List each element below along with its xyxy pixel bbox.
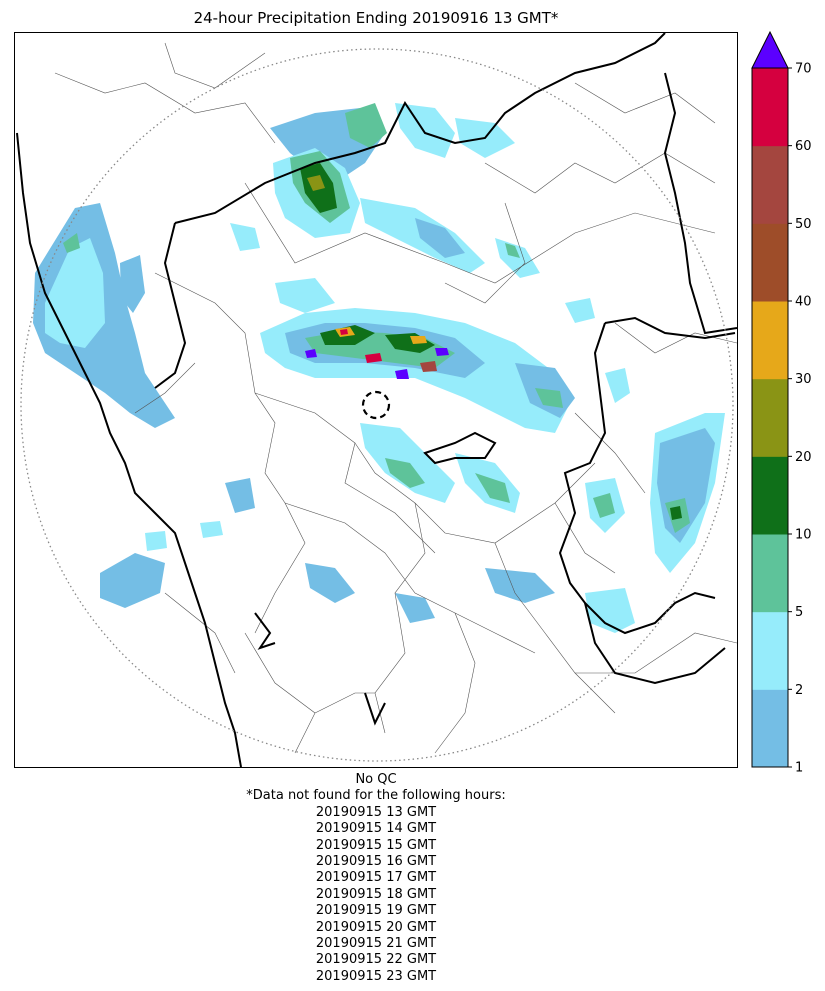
missing-hour-item: 20190915 20 GMT — [315, 919, 437, 935]
precipitation-colorbar: 1 2 5 10 20 30 40 50 60 70 — [751, 30, 812, 776]
map-canvas — [16, 33, 737, 767]
missing-hours-list: 20190915 13 GMT 20190915 14 GMT 20190915 1… — [0, 805, 752, 985]
missing-data-heading: *Data not found for the following hours: — [246, 788, 506, 804]
border-line — [663, 72, 737, 335]
precip-area — [670, 506, 682, 520]
border-line — [174, 33, 666, 224]
precip-area — [100, 553, 165, 608]
precip-area — [45, 238, 105, 348]
colorbar-tick-label: 40 — [795, 295, 812, 310]
colorbar-segment — [752, 689, 788, 768]
colorbar-segment — [752, 301, 788, 380]
colorbar-segment — [752, 611, 788, 690]
border-line — [423, 431, 497, 465]
border-line — [254, 612, 276, 650]
border-line — [584, 602, 726, 685]
regional-boundaries — [54, 42, 737, 754]
precip-area — [365, 353, 382, 363]
precip-area — [410, 336, 427, 344]
radar-center-marker — [361, 390, 391, 420]
precip-area — [475, 473, 510, 503]
border-line — [604, 316, 736, 340]
colorbar-segment — [752, 378, 788, 457]
precip-area — [593, 493, 615, 518]
missing-hour-item: 20190915 22 GMT — [315, 952, 437, 968]
national-boundaries — [16, 33, 737, 767]
missing-hour-item: 20190915 18 GMT — [315, 886, 437, 902]
colorbar-tick-label: 5 — [795, 605, 803, 620]
precip-area — [307, 175, 325, 191]
precip-area — [657, 428, 715, 543]
precip-area — [435, 348, 449, 356]
colorbar-segment — [752, 68, 788, 147]
colorbar-tick-label: 2 — [795, 683, 803, 698]
missing-hour-item: 20190915 15 GMT — [315, 837, 437, 853]
colorbar-tick-label: 30 — [795, 372, 812, 387]
precip-area — [565, 298, 595, 323]
precip-area — [605, 368, 630, 403]
precip-area — [225, 478, 255, 513]
precip-area — [495, 238, 540, 278]
precip-area — [395, 103, 455, 158]
colorbar-tick-label: 60 — [795, 139, 812, 154]
border-line — [558, 322, 716, 635]
footer-notes: No QC *Data not found for the following … — [0, 772, 752, 985]
precip-area — [415, 218, 465, 258]
missing-hour-item: 20190915 16 GMT — [315, 854, 437, 870]
colorbar-tick-label: 10 — [795, 528, 812, 543]
colorbar-tick-label: 50 — [795, 217, 812, 232]
precip-area — [200, 521, 223, 538]
precip-area — [585, 588, 635, 633]
radar-range-ring — [20, 48, 734, 762]
missing-hour-item: 20190915 14 GMT — [315, 821, 437, 837]
map-title: 24-hour Precipitation Ending 20190916 13… — [193, 9, 559, 27]
missing-hour-item: 20190915 23 GMT — [315, 968, 437, 984]
precipitation-field — [33, 103, 725, 633]
border-line — [364, 692, 386, 726]
colorbar-segment — [752, 456, 788, 535]
precip-area — [120, 255, 145, 313]
colorbar-extend-arrow — [751, 30, 789, 69]
precip-area — [420, 361, 437, 372]
precip-area — [345, 103, 387, 148]
precip-area — [305, 349, 317, 358]
colorbar-tick-label: 70 — [795, 62, 812, 77]
radar-map[interactable] — [14, 32, 738, 768]
precip-area — [395, 369, 409, 379]
border-line — [154, 222, 187, 389]
precip-area — [485, 568, 555, 603]
missing-hour-item: 20190915 13 GMT — [315, 804, 437, 820]
precip-area — [535, 388, 563, 408]
precip-area — [505, 243, 520, 258]
precip-area — [395, 593, 435, 623]
colorbar-segment — [752, 145, 788, 224]
missing-hour-item: 20190915 21 GMT — [315, 936, 437, 952]
qc-status-text: No QC — [355, 772, 397, 787]
coastline — [16, 132, 242, 767]
precip-area — [385, 458, 425, 488]
precip-area — [305, 563, 355, 603]
precip-area — [145, 531, 167, 551]
precip-area — [340, 329, 348, 335]
colorbar-tick-label: 1 — [795, 761, 803, 776]
colorbar-segment — [752, 534, 788, 613]
colorbar-segment — [752, 223, 788, 302]
colorbar-frame — [751, 67, 789, 768]
precip-area — [275, 278, 335, 313]
precip-area — [63, 233, 80, 253]
precip-area — [230, 223, 260, 251]
missing-hour-item: 20190915 17 GMT — [315, 870, 437, 886]
colorbar-tick-label: 20 — [795, 450, 812, 465]
missing-hour-item: 20190915 19 GMT — [315, 903, 437, 919]
